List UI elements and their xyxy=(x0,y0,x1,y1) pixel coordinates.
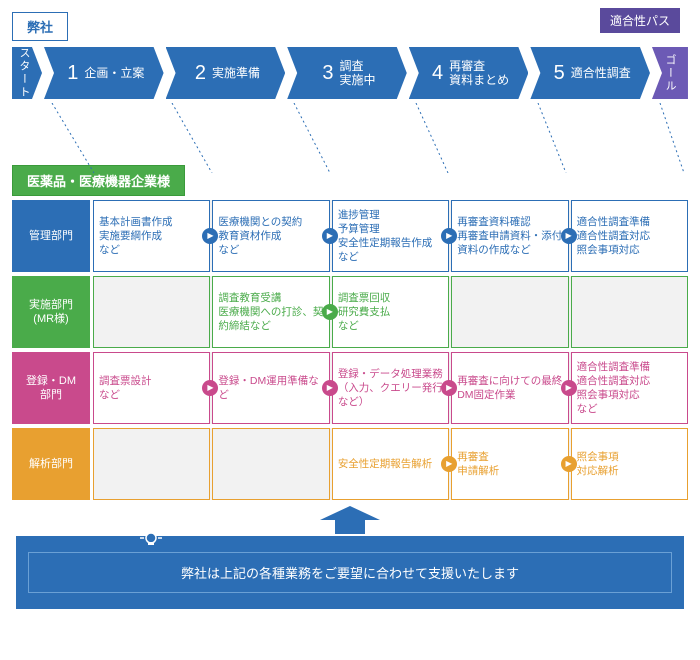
step-label: 調査実施中 xyxy=(340,59,376,88)
task-cell: 再審査資料確認再審査申請資料・添付資料の作成など xyxy=(451,200,568,272)
task-text: 進捗管理予算管理安全性定期報告作成 など xyxy=(338,208,443,265)
task-text: 登録・データ処理業務（入力、クエリー発行など） xyxy=(338,367,443,410)
row-header-mr: 実施部門(MR様) xyxy=(12,276,90,348)
row-cells: 安全性定期報告解析 再審査申請解析 照会事項対応解析 xyxy=(93,428,688,500)
task-text: 基本計画書作成実施要綱作成など xyxy=(99,215,173,258)
task-cell: 適合性調査準備適合性調査対応照会事項対応 xyxy=(571,200,688,272)
flow-arrow-icon xyxy=(441,380,457,396)
flow-arrow-icon xyxy=(322,228,338,244)
flow-arrow-icon xyxy=(441,228,457,244)
row-ana: 解析部門 安全性定期報告解析 再審査申請解析 照会事項対応解析 xyxy=(12,428,688,500)
cell-empty xyxy=(212,428,329,500)
cell-empty xyxy=(93,428,210,500)
timeline-step-4: 4 再審査資料まとめ xyxy=(409,47,529,99)
task-text: 調査票設計など xyxy=(99,374,152,402)
timeline-step-5: 5 適合性調査 xyxy=(530,47,650,99)
step-label: 実施準備 xyxy=(212,66,260,80)
task-text: 調査教育受講医療機関への打診、契約締結など xyxy=(218,291,323,334)
cell-empty xyxy=(571,276,688,348)
flow-arrow-icon xyxy=(561,380,577,396)
footer-banner: 弊社は上記の各種業務をご要望に合わせて支援いたします xyxy=(16,536,684,609)
step-number: 3 xyxy=(322,62,333,85)
task-text: 再審査申請解析 xyxy=(457,450,499,478)
task-cell: 登録・DM運用準備など xyxy=(212,352,329,424)
row-header-dm: 登録・DM部門 xyxy=(12,352,90,424)
row-mgmt: 管理部門基本計画書作成実施要綱作成など 医療機関との契約教育資材作成など進捗管理予… xyxy=(12,200,688,272)
task-cell: 適合性調査準備適合性調査対応照会事項対応など xyxy=(571,352,688,424)
footer-text: 弊社は上記の各種業務をご要望に合わせて支援いたします xyxy=(28,552,672,593)
flow-arrow-icon xyxy=(561,456,577,472)
task-cell: 安全性定期報告解析 xyxy=(332,428,449,500)
task-text: 再審査に向けての最終DM固定作業 xyxy=(457,374,562,402)
cell-empty xyxy=(451,276,568,348)
timeline: スタート 1 企画・立案 2 実施準備 3 調査実施中 4 再審査資料まとめ 5 適合性調… xyxy=(12,47,688,99)
flow-arrow-icon xyxy=(202,228,218,244)
task-cell: 調査教育受講医療機関への打診、契約締結など xyxy=(212,276,329,348)
step-label: 適合性調査 xyxy=(571,66,631,80)
step-number: 4 xyxy=(432,62,443,85)
task-cell: 調査票回収研究費支払など xyxy=(332,276,449,348)
task-text: 調査票回収研究費支払など xyxy=(338,291,391,334)
flow-arrow-icon xyxy=(202,380,218,396)
company-tag: 弊社 xyxy=(12,12,68,41)
task-cell: 照会事項対応解析 xyxy=(571,428,688,500)
compliance-pass-badge: 適合性パス xyxy=(600,8,680,33)
task-text: 安全性定期報告解析 xyxy=(338,457,433,471)
flow-arrow-icon xyxy=(322,380,338,396)
timeline-start: スタート xyxy=(12,47,42,99)
task-cell: 再審査に向けての最終DM固定作業 xyxy=(451,352,568,424)
row-dm: 登録・DM部門調査票設計など 登録・DM運用準備など登録・データ処理業務（入力、ク… xyxy=(12,352,688,424)
step-number: 5 xyxy=(554,62,565,85)
step-label: 企画・立案 xyxy=(84,66,144,80)
step-number: 2 xyxy=(195,62,206,85)
row-mr: 実施部門(MR様)調査教育受講医療機関への打診、契約締結など調査票回収研究費支払… xyxy=(12,276,688,348)
timeline-step-2: 2 実施準備 xyxy=(166,47,286,99)
lightbulb-icon xyxy=(138,524,164,550)
timeline-step-3: 3 調査実施中 xyxy=(287,47,407,99)
flow-arrow-icon xyxy=(561,228,577,244)
task-cell: 再審査申請解析 xyxy=(451,428,568,500)
up-arrow-icon xyxy=(12,506,688,534)
task-cell: 基本計画書作成実施要綱作成など xyxy=(93,200,210,272)
task-text: 適合性調査準備適合性調査対応照会事項対応など xyxy=(577,360,651,417)
task-text: 登録・DM運用準備など xyxy=(218,374,323,402)
step-number: 1 xyxy=(67,62,78,85)
step-label: 再審査資料まとめ xyxy=(449,59,509,88)
task-cell: 進捗管理予算管理安全性定期報告作成 など xyxy=(332,200,449,272)
task-text: 医療機関との契約教育資材作成など xyxy=(218,215,302,258)
row-cells: 調査教育受講医療機関への打診、契約締結など調査票回収研究費支払など xyxy=(93,276,688,348)
timeline-goal: ゴール xyxy=(652,47,688,99)
task-text: 照会事項対応解析 xyxy=(577,450,619,478)
cell-empty xyxy=(93,276,210,348)
task-cell: 医療機関との契約教育資材作成など xyxy=(212,200,329,272)
task-cell: 登録・データ処理業務（入力、クエリー発行など） xyxy=(332,352,449,424)
row-cells: 調査票設計など 登録・DM運用準備など登録・データ処理業務（入力、クエリー発行など… xyxy=(93,352,688,424)
row-header-ana: 解析部門 xyxy=(12,428,90,500)
task-cell: 調査票設計など xyxy=(93,352,210,424)
task-text: 再審査資料確認再審査申請資料・添付資料の作成など xyxy=(457,215,562,258)
dotted-connectors xyxy=(12,103,688,173)
flow-arrow-icon xyxy=(322,304,338,320)
task-text: 適合性調査準備適合性調査対応照会事項対応 xyxy=(577,215,651,258)
timeline-step-1: 1 企画・立案 xyxy=(44,47,164,99)
row-cells: 基本計画書作成実施要綱作成など 医療機関との契約教育資材作成など進捗管理予算管理安… xyxy=(93,200,688,272)
flow-arrow-icon xyxy=(441,456,457,472)
row-header-mgmt: 管理部門 xyxy=(12,200,90,272)
task-grid: 管理部門基本計画書作成実施要綱作成など 医療機関との契約教育資材作成など進捗管理予… xyxy=(12,200,688,500)
